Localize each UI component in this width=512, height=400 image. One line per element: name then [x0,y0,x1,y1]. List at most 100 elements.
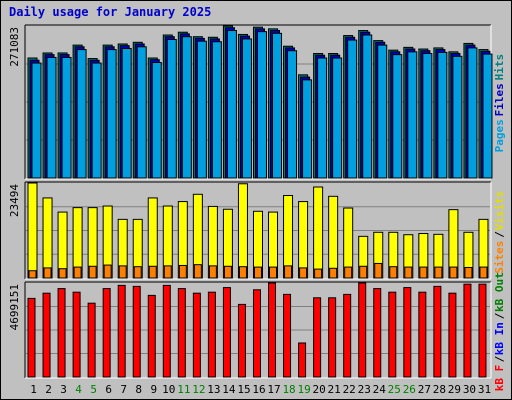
bar-hits-pages [332,57,343,179]
y-max-label-hits: 271083 [8,27,21,67]
bar-kbytes-kb-f [358,282,367,378]
bar-visits-sites [449,266,458,279]
bar-kbytes-kb-f [147,294,156,378]
x-tick-label: 5 [90,383,97,396]
bar-visits-sites [253,266,262,279]
bar-visits-sites [178,264,187,279]
legend-label-visits: / [493,231,506,238]
bar-hits-pages [422,53,433,179]
x-tick-label: 19 [297,383,310,396]
bar-hits-pages [211,41,222,179]
x-tick-label: 26 [403,383,416,396]
legend-label-hits: Files [493,83,506,116]
bar-kbytes-kb-f [87,302,96,378]
bar-hits-pages [166,39,177,179]
bar-visits-sites [118,265,127,279]
bar-kbytes-kb-f [448,292,457,378]
bar-hits-pages [241,38,252,179]
bar-hits-pages [287,50,298,179]
bar-kbytes-kb-f [72,291,81,378]
bar-hits-pages [377,44,388,179]
bar-hits-pages [256,31,267,179]
bar-kbytes-kb-f [463,283,472,378]
x-tick-label: 8 [135,383,142,396]
bar-kbytes-kb-f [313,297,322,378]
legend-label-hits: Pages [493,119,506,152]
bar-visits-sites [419,266,428,279]
bar-visits-sites [284,265,293,279]
x-tick-label: 29 [448,383,461,396]
x-tick-label: 27 [418,383,431,396]
bar-kbytes-kb-f [343,293,352,378]
x-tick-label: 25 [388,383,401,396]
x-tick-label: 16 [252,383,265,396]
bar-visits-sites [374,262,383,279]
bar-hits-pages [467,47,478,179]
bar-visits-visits [42,197,53,279]
bar-kbytes-kb-f [328,297,337,378]
x-tick-label: 30 [463,383,476,396]
bar-kbytes-kb-f [252,289,261,378]
bar-hits-pages [272,32,283,179]
bar-kbytes-kb-f [117,284,126,378]
bar-hits-pages [46,56,57,179]
chart-title: Daily usage for January 2025 [9,5,212,19]
bar-visits-sites [73,266,82,279]
bar-hits-pages [61,56,72,179]
bar-kbytes-kb-f [478,283,487,378]
bar-kbytes-kb-f [57,288,66,378]
bar-visits-sites [133,266,142,279]
bar-hits-pages [31,62,42,179]
bar-kbytes-kb-f [237,303,246,378]
bar-visits-visits [237,183,248,279]
bar-kbytes-kb-f [298,342,307,378]
x-tick-label: 17 [267,383,280,396]
bar-kbytes-kb-f [102,288,111,378]
legend-label-kbytes: / [493,312,506,319]
bar-kbytes-kb-f [207,291,216,378]
bar-visits-visits [57,211,68,279]
bar-visits-sites [404,266,413,279]
bar-kbytes-kb-f [268,282,277,378]
x-tick-label: 31 [478,383,491,396]
bar-hits-pages [317,57,328,179]
bar-hits-pages [482,53,493,179]
bar-kbytes-kb-f [27,297,36,378]
x-tick-label: 22 [343,383,356,396]
bar-visits-visits [27,182,38,279]
bar-visits-sites [163,265,172,279]
bar-visits-sites [464,266,473,279]
bar-kbytes-kb-f [192,292,201,378]
legend-label-kbytes: / [493,355,506,362]
x-tick-label: 11 [177,383,190,396]
bar-visits-visits [328,195,339,279]
bar-visits-sites [314,268,323,279]
bar-visits-sites [329,267,338,279]
bar-hits-pages [91,62,102,179]
bar-kbytes-kb-f [388,291,397,378]
bar-visits-visits [298,201,309,279]
bar-hits-pages [151,61,162,179]
bar-kbytes-kb-f [222,287,231,378]
bar-hits-pages [452,55,463,179]
bar-hits-pages [226,30,237,179]
bar-hits-pages [106,49,117,179]
x-tick-label: 23 [358,383,371,396]
x-tick-label: 9 [150,383,157,396]
x-tick-label: 4 [75,383,82,396]
x-tick-label: 2 [45,383,52,396]
bar-visits-sites [223,265,232,279]
bar-visits-sites [269,266,278,279]
bar-hits-pages [76,49,87,179]
bar-hits-pages [136,46,147,179]
bar-visits-sites [28,270,37,279]
x-tick-label: 28 [433,383,446,396]
bar-kbytes-kb-f [373,288,382,378]
bar-visits-sites [193,264,202,279]
legend-label-visits: Sites [493,241,506,274]
bar-kbytes-kb-f [132,285,141,378]
bar-visits-sites [389,266,398,279]
legend-label-kbytes: kB Out [493,272,506,312]
x-tick-label: 12 [192,383,205,396]
x-tick-label: 3 [60,383,67,396]
